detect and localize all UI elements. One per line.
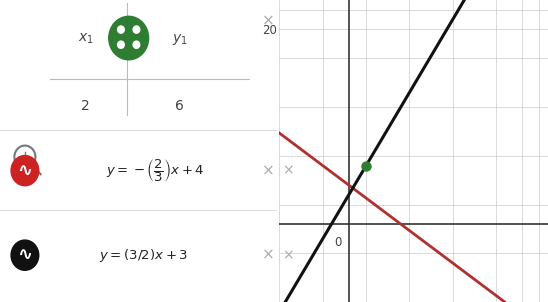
Text: ×: × [262, 14, 275, 29]
Circle shape [11, 156, 39, 186]
Text: $y_1$: $y_1$ [172, 32, 188, 47]
Text: ∿: ∿ [18, 162, 32, 180]
Text: 0: 0 [334, 236, 342, 249]
Text: $y = (3/2)x + 3$: $y = (3/2)x + 3$ [99, 247, 189, 264]
Circle shape [118, 41, 124, 48]
Text: $x_1$: $x_1$ [78, 32, 94, 47]
Text: ×: × [262, 163, 275, 178]
Text: 2: 2 [82, 99, 90, 113]
Text: ×: × [282, 248, 294, 262]
Text: ×: × [282, 164, 294, 178]
Circle shape [133, 26, 140, 33]
Text: $y = -\left(\dfrac{2}{3}\right)x + 4$: $y = -\left(\dfrac{2}{3}\right)x + 4$ [106, 157, 204, 184]
Text: ∿: ∿ [18, 246, 32, 264]
Circle shape [11, 240, 39, 270]
Circle shape [133, 41, 140, 48]
Text: 6: 6 [175, 99, 184, 113]
Circle shape [109, 16, 149, 60]
Text: ×: × [262, 248, 275, 263]
Circle shape [118, 26, 124, 33]
